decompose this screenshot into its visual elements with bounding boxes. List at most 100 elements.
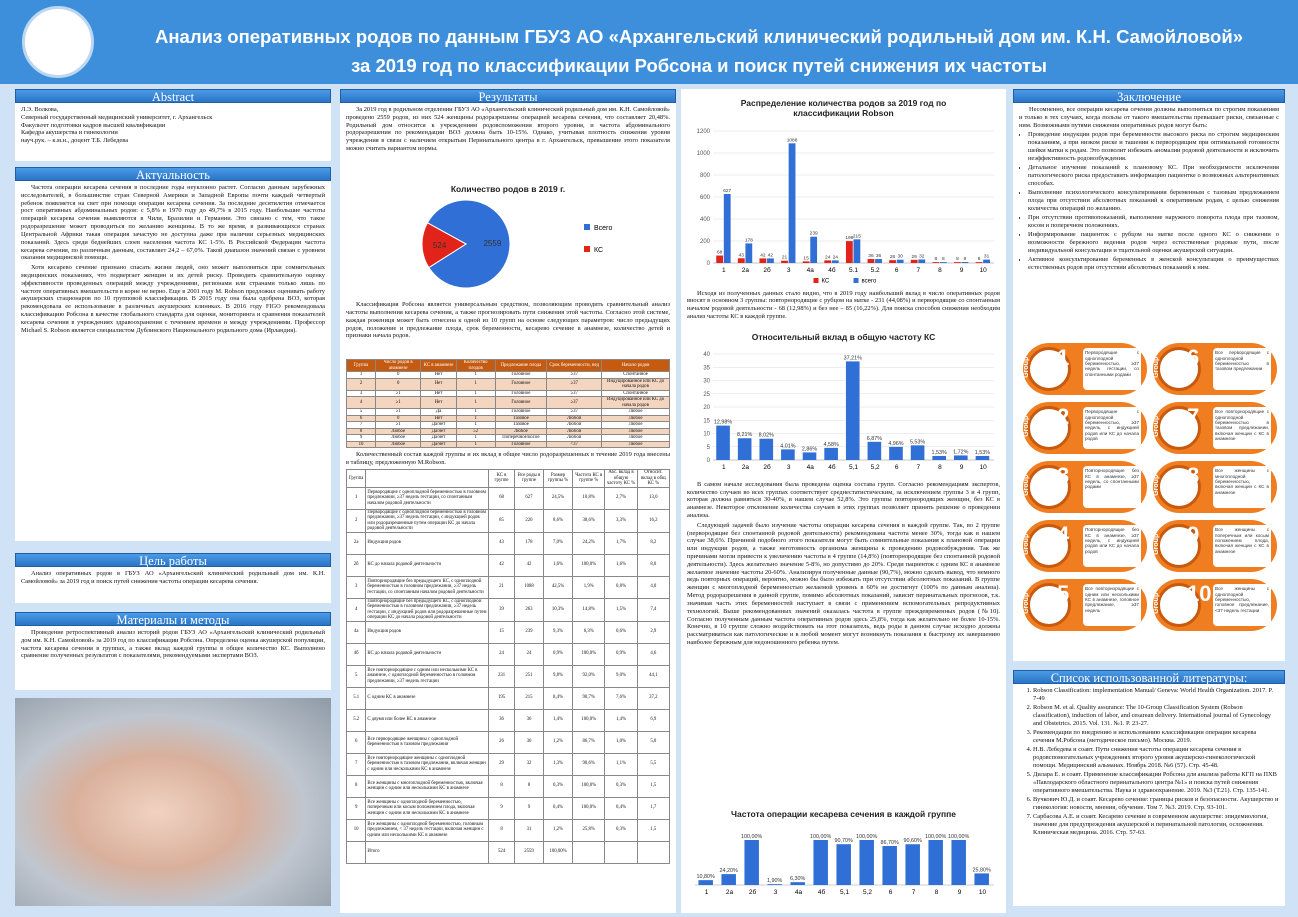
bar	[824, 260, 832, 263]
conclusion-intro: Несомненно, все операции кесарева сечени…	[1019, 106, 1279, 129]
methods-text: Проведение ретроспективный анализ истори…	[21, 629, 325, 660]
cell: 4а	[345, 620, 367, 644]
y-tick-label: 5	[707, 445, 711, 451]
cell: Индукция родов	[365, 531, 490, 555]
cell: 2	[345, 508, 367, 533]
conclusion-item: Информирование пациенток с рубцом на мат…	[1028, 231, 1279, 254]
cell: 6,9	[636, 708, 671, 732]
frequency-chart: 1 10,80% 2а 24,20% 2б 100,00% 3 1,90% 4а 6,30% 4б 1…	[695, 834, 994, 896]
row: 6 Все первородящие женщины с одноплодной …	[345, 730, 671, 754]
header: Анализ оперативных родов по данным ГБУЗ …	[0, 0, 1298, 84]
card-circle	[1157, 406, 1201, 451]
cell: Повторнородящие без предыдущего КС, с од…	[365, 597, 490, 622]
cell: 0,3%	[604, 818, 638, 842]
bar	[745, 243, 753, 263]
cell: Нет	[420, 377, 457, 391]
card-group-label: Group	[1153, 534, 1161, 556]
card-number: 1	[1057, 345, 1070, 371]
x-tick-label: 8	[938, 267, 942, 274]
row: 2а Индукция родов 43 178 7,0% 24,2% 1,7% 8,2	[345, 531, 671, 555]
paragraph: В самом начале исследования была проведе…	[687, 480, 1000, 519]
row: 1 Первородящие с одноплодной беременность…	[345, 486, 671, 510]
cell: Итого	[365, 840, 490, 864]
cell: 9,8%	[543, 664, 574, 688]
data-label: 8	[934, 256, 937, 262]
cell: 24,2%	[572, 531, 606, 555]
data-label: 36	[868, 253, 874, 259]
data-label: 239	[810, 230, 818, 236]
cell: 1,6%	[543, 553, 574, 577]
cell: 100,00%	[543, 840, 574, 864]
cell: 15	[488, 620, 515, 644]
cell: 0,6%	[604, 620, 638, 644]
x-tick-label: 5,2	[863, 889, 872, 896]
data-label: 12,98%	[714, 419, 732, 425]
cell: 524	[488, 840, 515, 864]
y-tick-label: 10	[703, 431, 710, 437]
x-tick-label: 1	[722, 267, 726, 274]
cell: 1,4%	[604, 708, 638, 732]
cell: Первородящие с одноплодной беременностью…	[365, 508, 490, 533]
card-group-label: Group	[1153, 475, 1161, 497]
cell: Все повторнородящие с одним или нескольк…	[365, 664, 490, 688]
cell: 7,0%	[543, 531, 574, 555]
conclusion-list: Проведение индукции родов при беременнос…	[1019, 131, 1279, 341]
methods-box: Проведение ретроспективный анализ истори…	[15, 626, 331, 690]
cell: 0	[375, 377, 422, 391]
photo	[15, 698, 331, 906]
abstract-line: Северный государственный медицинский уни…	[21, 113, 213, 121]
group-card: Group 4 Повторнородящие без КС в анамнезе,…	[1023, 520, 1147, 573]
abstract-line: Факультет подготовки кадров высшей квали…	[21, 121, 166, 129]
card-circle	[1027, 583, 1071, 628]
data-label: 2,86%	[802, 446, 817, 452]
card-number: 6	[1187, 345, 1200, 371]
data-label: 15	[803, 255, 809, 261]
reference: Н.В. Лебедева и соавт. Пути снижения час…	[1033, 746, 1279, 769]
card-circle	[1027, 524, 1071, 569]
cell: 1,2%	[543, 730, 574, 754]
y-tick-label: 40	[703, 352, 710, 358]
contribution-chart: 0 5 10 15 20 25 30 35 40 1 12,98% 2а 8,21% 2б 8,02% 3 4,…	[703, 352, 994, 471]
cell: 8,2	[636, 531, 671, 555]
bar	[983, 259, 991, 263]
legend-label: всего	[862, 278, 878, 284]
cell: 8	[345, 774, 367, 798]
cell	[345, 840, 367, 864]
cell: Головное	[494, 396, 548, 410]
row: 5.1 С одним КС в анамнезе 195 215 8,4% 90,7% 7…	[345, 686, 671, 710]
row: 2 0 Нет 1 Головное ≥37 Индуцированное или КС д…	[345, 377, 670, 391]
cell: 0,9%	[604, 642, 638, 666]
cell: 100,0%	[572, 708, 606, 732]
cell: 4,0	[636, 575, 671, 599]
cell: 263	[513, 597, 545, 622]
pie-slice	[426, 199, 511, 289]
column-header: Относит. вклад в общ КС %	[636, 469, 671, 488]
data-label: 8	[942, 256, 945, 262]
x-tick-label: 6	[895, 464, 899, 471]
x-tick-label: 2б	[763, 266, 771, 274]
bar	[951, 840, 966, 886]
row: 7 ≥1 Да/нет 1 Тазовое Любой Любое	[345, 421, 670, 429]
bar	[759, 438, 774, 460]
cell: 1	[455, 440, 496, 449]
cell: 7,6%	[604, 686, 638, 710]
cell: Все женщины с одноплодной беременностью,…	[365, 796, 490, 820]
bar	[932, 455, 947, 460]
data-label: 100,00%	[810, 834, 831, 840]
data-label: 100,00%	[856, 834, 877, 840]
card-text: Все первородящие с одноплодной беременно…	[1213, 348, 1271, 391]
data-label: 100,00%	[925, 834, 946, 840]
row: 10 Все женщины с одноплодной беременность…	[345, 818, 671, 842]
legend-label: КС	[822, 278, 830, 284]
cell: 231	[488, 664, 515, 688]
cell	[572, 840, 606, 864]
x-tick-label: 5,1	[840, 889, 849, 896]
references-list: Robson Classification: implementation Ma…	[1019, 687, 1279, 837]
cell: Все женщины с одноплодной беременностью,…	[365, 818, 490, 842]
card-circle	[1027, 347, 1071, 392]
x-tick-label: 3	[774, 889, 778, 896]
x-tick-label: 2а	[726, 889, 734, 896]
aim-box: Анализ оперативных родов в ГБУЗ АО «Арха…	[15, 567, 331, 603]
x-tick-label: 2а	[742, 464, 750, 471]
